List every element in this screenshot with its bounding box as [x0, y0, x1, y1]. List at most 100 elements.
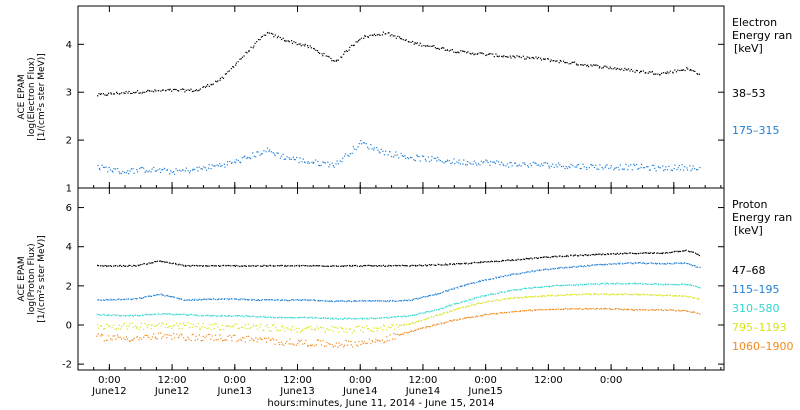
data-point [660, 252, 662, 254]
data-point [155, 294, 157, 296]
data-point [530, 310, 532, 312]
data-point [358, 39, 360, 42]
data-point [113, 265, 115, 267]
data-point [185, 324, 187, 326]
data-point [239, 265, 241, 268]
data-point [154, 89, 156, 91]
data-point [299, 43, 301, 45]
electron-ylabel-line: [1/(cm²s ster MeV)] [37, 53, 47, 140]
data-point [557, 294, 559, 296]
data-point [312, 317, 314, 319]
data-point [547, 58, 549, 60]
data-point [311, 344, 313, 346]
data-point [431, 325, 434, 327]
data-point [184, 324, 186, 327]
data-point [358, 265, 361, 268]
data-point [692, 311, 695, 313]
data-point [371, 330, 373, 332]
data-point [273, 153, 276, 155]
data-point [270, 316, 272, 319]
data-point [265, 341, 268, 343]
xtick-date-label: June14 [405, 386, 441, 397]
data-point [601, 264, 603, 266]
data-point [434, 314, 437, 317]
data-point [453, 158, 455, 160]
data-point [204, 265, 207, 267]
data-point [685, 249, 687, 251]
data-point [150, 314, 152, 316]
data-point [208, 298, 211, 300]
data-point [286, 327, 288, 329]
data-point [595, 307, 597, 310]
data-point [690, 264, 692, 266]
data-point [290, 343, 292, 345]
data-point [174, 88, 176, 90]
data-point [612, 253, 614, 255]
data-point [348, 300, 350, 302]
data-point [686, 310, 688, 312]
data-point [533, 271, 535, 273]
data-point [362, 317, 364, 319]
data-point [140, 166, 142, 169]
data-point [111, 339, 113, 341]
data-point [283, 39, 286, 42]
data-point [227, 326, 229, 328]
data-point [394, 264, 396, 266]
data-point [320, 327, 323, 329]
data-point [439, 292, 442, 294]
data-point [127, 170, 129, 172]
data-point [280, 155, 283, 157]
data-point [565, 255, 568, 257]
data-point [525, 271, 527, 273]
data-point [634, 164, 636, 167]
data-point [483, 295, 486, 297]
data-point [296, 264, 298, 267]
data-point [272, 316, 274, 318]
data-point [510, 57, 512, 59]
data-point [286, 340, 288, 343]
data-point [606, 293, 608, 295]
data-point [419, 160, 421, 162]
data-point [506, 56, 508, 58]
data-point [699, 287, 701, 289]
data-point [193, 168, 196, 171]
data-point [431, 156, 433, 158]
data-point [653, 309, 655, 311]
data-point [372, 265, 374, 267]
data-point [167, 326, 169, 329]
data-point [253, 155, 255, 157]
data-point [541, 256, 543, 259]
data-point [448, 289, 450, 291]
data-point [478, 281, 480, 283]
data-point [192, 168, 194, 170]
data-point [105, 166, 107, 168]
data-point [181, 327, 183, 330]
data-point [381, 34, 384, 36]
data-point [354, 330, 356, 332]
data-point [646, 252, 648, 254]
data-point [258, 38, 260, 41]
data-point [349, 265, 351, 267]
data-point [497, 299, 499, 301]
data-point [609, 308, 612, 310]
data-point [515, 259, 517, 261]
data-point [503, 298, 506, 300]
data-point [599, 283, 602, 285]
data-point [694, 70, 696, 72]
data-point [638, 167, 640, 169]
data-point [248, 299, 250, 301]
data-point [321, 53, 323, 55]
data-point [571, 293, 574, 296]
data-point [135, 327, 138, 329]
data-point [462, 306, 464, 308]
data-point [335, 342, 337, 344]
data-point [522, 271, 524, 274]
data-point [108, 299, 110, 301]
data-point [494, 293, 496, 295]
data-point [621, 308, 623, 311]
data-point [600, 263, 602, 265]
data-point [401, 300, 403, 302]
data-point [161, 89, 164, 91]
data-point [180, 298, 183, 300]
data-point [261, 338, 263, 341]
